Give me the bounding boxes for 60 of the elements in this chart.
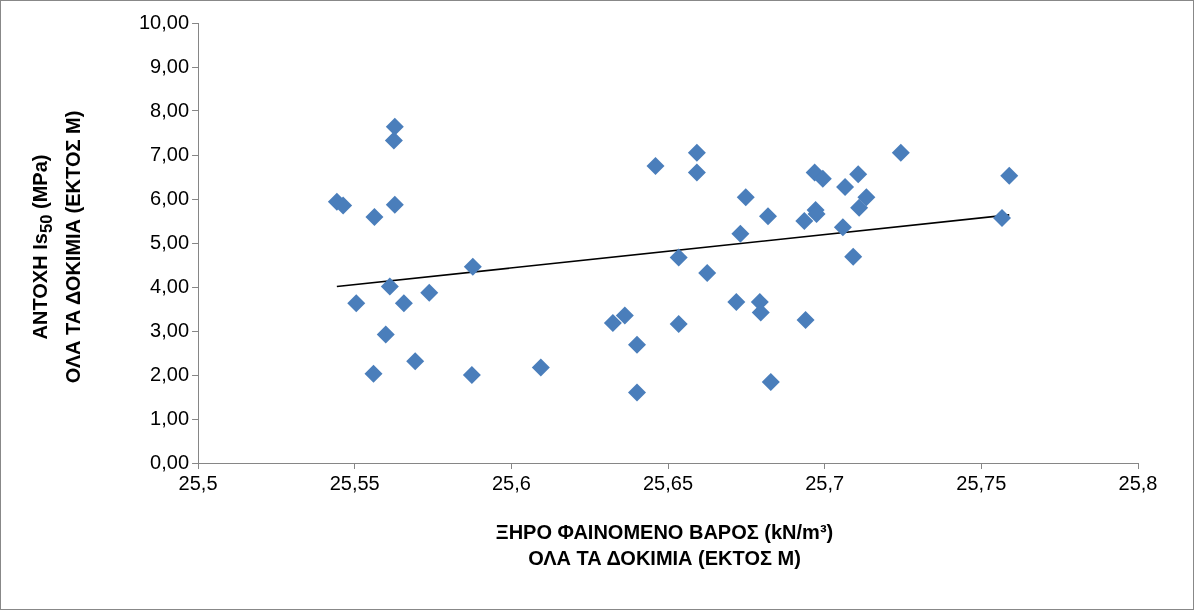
point	[603, 314, 622, 333]
point	[849, 165, 868, 184]
x-axis-title: ΞΗΡΟ ΦΑΙΝΟΜΕΝΟ ΒΑΡΟΣ (kN/m³) ΟΛΑ ΤΑ ΔΟΚΙΜΙΑ (ΕΚΤΟΣ Μ)	[494, 520, 835, 571]
point	[347, 294, 366, 313]
x-tick-label: 25,7	[805, 471, 845, 494]
point	[844, 247, 863, 266]
point	[698, 263, 717, 282]
y-tick-label: 2,00	[150, 362, 190, 385]
point	[687, 163, 706, 182]
y-tick-label: 3,00	[150, 318, 190, 341]
point	[384, 131, 403, 150]
point	[727, 292, 746, 311]
point	[736, 188, 755, 207]
x-tick-label: 25,75	[956, 471, 1007, 494]
point	[993, 208, 1012, 227]
y-tick-label: 6,00	[150, 186, 190, 209]
point	[731, 224, 750, 243]
y-tick-label: 10,00	[138, 10, 190, 33]
point	[628, 383, 647, 402]
point	[365, 208, 384, 227]
point	[813, 169, 832, 188]
point	[891, 143, 910, 162]
point	[758, 207, 777, 226]
x-tick-label: 25,5	[178, 471, 218, 494]
y-tick-label: 1,00	[150, 406, 190, 429]
point	[385, 117, 404, 136]
point	[406, 352, 425, 371]
point	[615, 306, 634, 325]
point	[463, 257, 482, 276]
point	[628, 335, 647, 354]
point	[796, 311, 815, 329]
point	[795, 212, 814, 230]
point	[1000, 166, 1019, 185]
point	[669, 248, 688, 267]
point	[420, 283, 439, 302]
y-tick-label: 4,00	[150, 274, 190, 297]
point	[385, 195, 404, 214]
y-tick-label: 7,00	[150, 142, 190, 165]
point	[646, 157, 665, 175]
y-tick-label: 5,00	[150, 230, 190, 253]
y-tick-label: 9,00	[150, 54, 190, 77]
point	[836, 178, 855, 197]
y-tick-label: 0,00	[150, 450, 190, 473]
point	[376, 325, 395, 344]
x-tick-label: 25,6	[491, 471, 531, 494]
point	[857, 188, 876, 207]
x-tick-label: 25,8	[1118, 471, 1158, 494]
point	[531, 358, 550, 377]
point	[394, 294, 413, 313]
point	[364, 364, 383, 383]
point	[669, 314, 688, 333]
point	[833, 218, 852, 237]
point	[462, 366, 481, 384]
y-tick-label: 8,00	[150, 98, 190, 121]
x-tick-label: 25,55	[329, 471, 380, 494]
point	[850, 198, 869, 217]
point	[761, 373, 780, 392]
x-tick-label: 25,65	[642, 471, 694, 494]
point	[687, 143, 706, 162]
point	[380, 277, 399, 296]
